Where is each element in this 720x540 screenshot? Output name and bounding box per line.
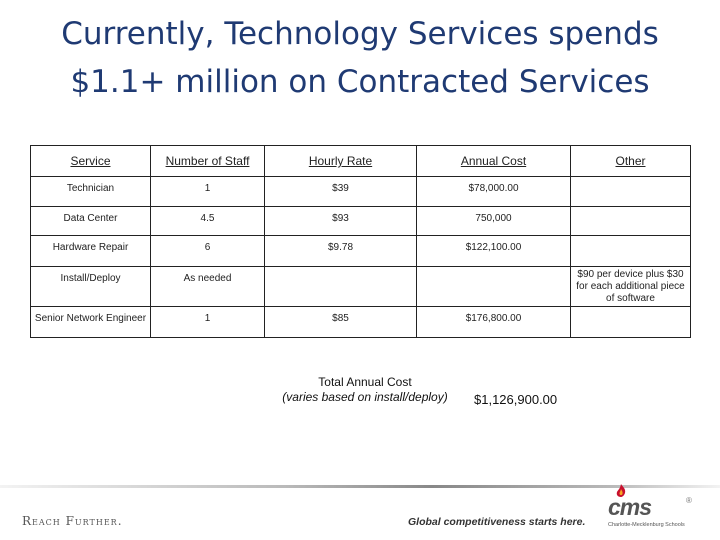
footer-tagline: Global competitiveness starts here. [408,516,586,528]
cell-rate: $9.78 [264,235,417,267]
cell-service: Hardware Repair [30,235,151,267]
slide-title-line-2: $1.1+ million on Contracted Services [70,64,650,100]
cell-other [570,235,691,267]
table-row: Technician 1 $39 $78,000.00 [30,176,691,207]
cell-other [570,176,691,207]
cell-other: $90 per device plus $30 for each additio… [570,266,691,307]
logo-subtitle: Charlotte-Mecklenburg Schools [608,522,685,528]
cell-service: Data Center [30,206,151,236]
slide-title-line-1: Currently, Technology Services spends [61,16,659,52]
cell-rate: $85 [264,306,417,338]
cell-annual: $122,100.00 [416,235,571,267]
cell-staff: 1 [150,176,265,207]
header-other: Other [570,145,691,177]
total-annual-cost-label: Total Annual Cost (varies based on insta… [270,375,460,405]
cell-annual: $78,000.00 [416,176,571,207]
logo-registered-mark: ® [686,496,692,505]
cell-staff: 1 [150,306,265,338]
slide-title: Currently, Technology Services spends $1… [0,10,720,106]
table-row: Senior Network Engineer 1 $85 $176,800.0… [30,306,691,338]
contracted-services-table: Service Number of Staff Hourly Rate Annu… [30,145,691,338]
reach-further-slogan: Reach Further. [22,514,123,528]
table-row: Data Center 4.5 $93 750,000 [30,206,691,236]
cell-annual: 750,000 [416,206,571,236]
cell-service: Technician [30,176,151,207]
header-hourly-rate: Hourly Rate [264,145,417,177]
footer-divider [0,485,720,488]
header-service: Service [30,145,151,177]
cell-staff: 6 [150,235,265,267]
logo-wordmark: cms [608,494,652,520]
cell-other [570,306,691,338]
cell-staff: 4.5 [150,206,265,236]
cell-rate: $39 [264,176,417,207]
cell-rate [264,266,417,307]
cell-other [570,206,691,236]
header-number-of-staff: Number of Staff [150,145,265,177]
cell-annual: $176,800.00 [416,306,571,338]
cell-staff: As needed [150,266,265,307]
table-row: Install/Deploy As needed $90 per device … [30,266,691,307]
table-row: Hardware Repair 6 $9.78 $122,100.00 [30,235,691,267]
cell-annual [416,266,571,307]
total-annual-cost-value: $1,126,900.00 [474,392,558,407]
flame-icon [616,484,626,497]
total-label-note: (varies based on install/deploy) [282,390,448,404]
cell-service: Senior Network Engineer [30,306,151,338]
cell-rate: $93 [264,206,417,236]
total-label-text: Total Annual Cost [318,375,412,389]
cms-logo: cms ® Charlotte-Mecklenburg Schools [608,484,693,530]
header-annual-cost: Annual Cost [416,145,571,177]
table-header-row: Service Number of Staff Hourly Rate Annu… [30,145,691,177]
cell-service: Install/Deploy [30,266,151,307]
